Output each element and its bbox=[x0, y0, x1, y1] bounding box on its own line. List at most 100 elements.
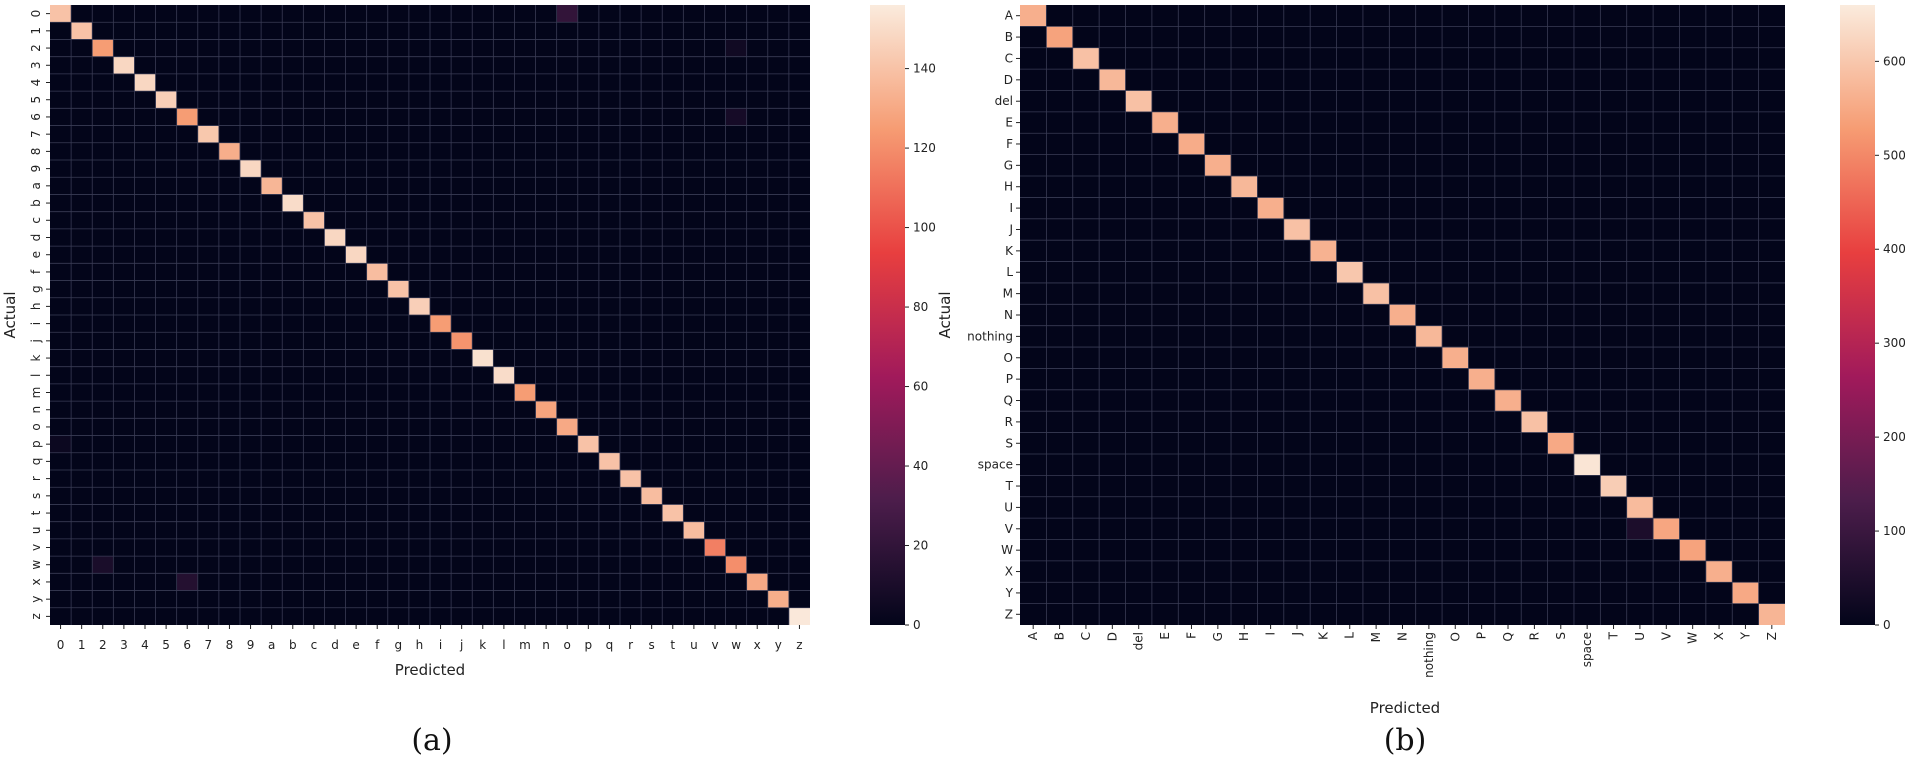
heatmap-a-cell-p-0 bbox=[50, 435, 72, 453]
x-tick-label-2: 2 bbox=[99, 638, 107, 652]
x-tick-label-1: 1 bbox=[78, 638, 86, 652]
heatmap-a-cell-1-1 bbox=[71, 22, 93, 40]
colorbar-tick-label-200: 200 bbox=[1883, 430, 1905, 444]
x-tick-label-3: 3 bbox=[120, 638, 128, 652]
y-tick-label-3: 3 bbox=[29, 61, 43, 69]
y-tick-label-nothing: nothing bbox=[967, 329, 1013, 343]
x-tick-label-a: a bbox=[268, 638, 275, 652]
y-tick-label-r: r bbox=[29, 476, 43, 481]
y-tick-label-F: F bbox=[1006, 137, 1013, 151]
y-tick-label-9: 9 bbox=[29, 165, 43, 173]
heatmap-b-cell-W-W bbox=[1679, 539, 1706, 561]
y-tick-label-a: a bbox=[29, 182, 43, 189]
colorbar-b-ticks: 0 100 200 300 400 500 600 bbox=[1875, 54, 1905, 632]
x-tick-label-8: 8 bbox=[226, 638, 234, 652]
colorbar-tick-label-140: 140 bbox=[913, 62, 936, 76]
y-tick-label-N: N bbox=[1004, 308, 1013, 322]
x-tick-label-x: x bbox=[754, 638, 761, 652]
heatmap-a-cell-6-6 bbox=[176, 108, 198, 126]
heatmap-b-cell-E-E bbox=[1151, 111, 1179, 134]
x-tick-label-h: h bbox=[416, 638, 424, 652]
x-tick-label-5: 5 bbox=[162, 638, 170, 652]
heatmap-a-x-axis-label: Predicted bbox=[395, 661, 465, 679]
caption-b: (b) bbox=[1384, 723, 1427, 758]
heatmap-a-cell-n-n bbox=[535, 401, 557, 419]
x-tick-label-T: T bbox=[1607, 631, 1621, 640]
heatmap-b-cell-B-B bbox=[1046, 26, 1073, 48]
heatmap-b-cell-V-V bbox=[1653, 518, 1680, 540]
heatmap-a-cell-m-m bbox=[514, 383, 536, 402]
heatmap-b-cell-A-A bbox=[1020, 5, 1047, 27]
colorbar-tick-label-300: 300 bbox=[1883, 336, 1905, 350]
heatmap-a-cell-5-5 bbox=[155, 91, 177, 109]
y-tick-label-e: e bbox=[29, 251, 43, 258]
y-tick-label-k: k bbox=[29, 355, 43, 362]
x-tick-label-j: j bbox=[459, 638, 463, 652]
x-tick-label-V: V bbox=[1659, 631, 1673, 640]
heatmap-a-cell-e-e bbox=[345, 246, 367, 264]
heatmap-a-cell-0-0 bbox=[50, 5, 72, 23]
x-tick-label-r: r bbox=[628, 638, 633, 652]
heatmap-b-cell-O-O bbox=[1442, 347, 1469, 369]
x-tick-label-p: p bbox=[585, 638, 593, 652]
y-tick-label-space: space bbox=[978, 458, 1013, 472]
heatmap-b-cell-F-F bbox=[1178, 133, 1205, 155]
x-tick-label-L: L bbox=[1343, 632, 1357, 639]
heatmap-a-cell-8-8 bbox=[218, 142, 240, 160]
y-tick-label-o: o bbox=[29, 423, 43, 430]
heatmap-a-cell-d-d bbox=[324, 228, 346, 247]
x-tick-label-D: D bbox=[1105, 632, 1119, 641]
y-tick-label-K: K bbox=[1005, 244, 1014, 258]
heatmap-a-cell-b-b bbox=[282, 194, 304, 212]
heatmap-b-cell-X-X bbox=[1705, 560, 1733, 583]
y-tick-label-i: i bbox=[29, 322, 43, 325]
x-tick-label-U: U bbox=[1633, 632, 1647, 641]
heatmap-b-cells bbox=[1020, 5, 1785, 625]
heatmap-b-cell-R-R bbox=[1521, 411, 1548, 433]
x-tick-label-q: q bbox=[606, 638, 614, 652]
y-tick-label-T: T bbox=[1005, 479, 1014, 493]
x-tick-label-X: X bbox=[1712, 632, 1726, 640]
y-tick-label-H: H bbox=[1004, 180, 1013, 194]
colorbar-tick-label-100: 100 bbox=[1883, 524, 1905, 538]
heatmap-a-cell-2-2 bbox=[92, 39, 114, 57]
y-tick-label-u: u bbox=[29, 526, 43, 534]
heatmap-a-cell-l-l bbox=[493, 366, 515, 384]
heatmap-a-y-ticks: 0 1 2 3 4 5 6 7 8 9 a b c d e f g h i j k l mn o p q r s t u v w x y z bbox=[29, 10, 50, 620]
y-tick-label-R: R bbox=[1005, 415, 1013, 429]
y-tick-label-c: c bbox=[29, 217, 43, 224]
x-tick-label-A: A bbox=[1026, 631, 1040, 640]
colorbar-tick-label-500: 500 bbox=[1883, 148, 1905, 162]
x-tick-label-S: S bbox=[1554, 632, 1568, 640]
x-tick-label-0: 0 bbox=[57, 638, 65, 652]
heatmap-b-cell-V-U bbox=[1626, 518, 1654, 540]
heatmap-b-cell-K-K bbox=[1310, 240, 1337, 262]
y-tick-label-S: S bbox=[1005, 436, 1013, 450]
x-tick-label-K: K bbox=[1316, 631, 1330, 640]
y-tick-label-p: p bbox=[29, 440, 43, 448]
heatmap-a-cell-w-2 bbox=[92, 556, 114, 574]
heatmap-b-cell-J-J bbox=[1283, 218, 1311, 241]
heatmap-b-cell-T-T bbox=[1600, 475, 1627, 497]
x-tick-label-e: e bbox=[352, 638, 359, 652]
x-tick-label-O: O bbox=[1448, 632, 1462, 641]
x-tick-label-7: 7 bbox=[205, 638, 213, 652]
heatmap-b-cell-del-del bbox=[1125, 90, 1152, 112]
heatmap-a-cell-6-w bbox=[725, 108, 747, 126]
x-tick-label-E: E bbox=[1158, 632, 1172, 640]
colorbar-tick-label-400: 400 bbox=[1883, 242, 1905, 256]
x-tick-label-N: N bbox=[1396, 632, 1410, 641]
y-tick-label-X: X bbox=[1005, 565, 1013, 579]
heatmap-b-cell-H-H bbox=[1231, 176, 1258, 198]
x-tick-label-f: f bbox=[375, 638, 380, 652]
heatmap-b-cell-C-C bbox=[1072, 47, 1100, 70]
caption-a: (a) bbox=[411, 723, 452, 758]
colorbar-a bbox=[870, 5, 905, 625]
y-tick-label-8: 8 bbox=[29, 148, 43, 156]
colorbar-tick-label-100: 100 bbox=[913, 221, 936, 235]
y-tick-label-E: E bbox=[1005, 116, 1013, 130]
x-tick-label-nothing: nothing bbox=[1422, 632, 1436, 678]
